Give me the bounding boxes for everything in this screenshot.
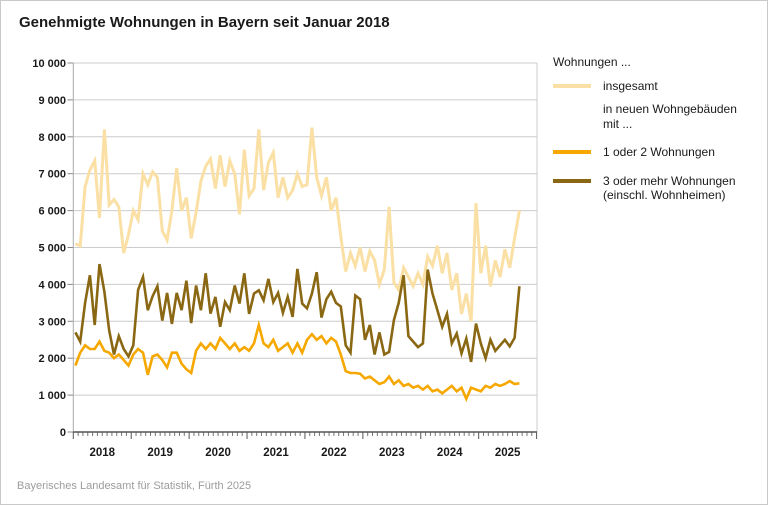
1-2-wohnungen-line-swatch: [553, 150, 591, 155]
x-axis-label: 2024: [437, 447, 463, 459]
y-axis-label: 2 000: [38, 353, 66, 365]
x-axis-label: 2020: [205, 447, 231, 459]
x-axis-label: 2019: [147, 447, 173, 459]
y-axis-label: 8 000: [38, 132, 66, 144]
legend-label-3-mehr-line2: (einschl. Wohnheimen): [603, 187, 726, 202]
series-line-3-oder-mehr-wohnungen-einschl-wohnheimen-: [74, 263, 521, 363]
series-line-insgesamt: [74, 127, 521, 322]
legend-item-1-2-wohnungen: 1 oder 2 Wohnungen: [553, 145, 758, 159]
y-axis-label: 0: [60, 427, 66, 439]
insgesamt-line-swatch: [553, 84, 591, 88]
legend-item-3-mehr-wohnungen: 3 oder mehr Wohnungen (einschl. Wohnheim…: [553, 174, 758, 203]
chart-title: Genehmigte Wohnungen in Bayern seit Janu…: [19, 14, 390, 31]
legend-subheader-line1: in neuen Wohngebäuden: [603, 102, 737, 117]
y-axis-label: 4 000: [38, 279, 66, 291]
y-axis-label: 3 000: [38, 316, 66, 328]
series-line-1-oder-2-wohnungen: [74, 319, 520, 403]
3-mehr-wohnungen-line-swatch: [553, 178, 591, 183]
y-axis-label: 10 000: [32, 58, 66, 70]
x-axis-label: 2022: [321, 447, 347, 459]
y-axis-label: 5 000: [38, 243, 66, 255]
legend-label-1-2-wohnungen: 1 oder 2 Wohnungen: [603, 145, 715, 160]
legend-label-insgesamt: insgesamt: [603, 79, 658, 93]
legend-subheader: in neuen Wohngebäuden mit ...: [553, 102, 758, 131]
x-axis-label: 2021: [263, 447, 289, 459]
legend-item-insgesamt: insgesamt: [553, 79, 758, 93]
legend-header: Wohnungen ...: [553, 55, 631, 69]
y-axis-label: 9 000: [38, 95, 66, 107]
x-axis-label: 2023: [379, 447, 405, 459]
y-axis-label: 6 000: [38, 206, 66, 218]
legend-subheader-line2: mit ...: [603, 116, 633, 131]
source-credit: Bayerisches Landesamt für Statistik, Für…: [17, 480, 252, 492]
legend: Wohnungen ... insgesamt in neuen Wohngeb…: [553, 55, 758, 211]
x-axis-label: 2025: [495, 447, 521, 459]
y-axis-label: 7 000: [38, 169, 66, 181]
y-axis-label: 1 000: [38, 390, 66, 402]
legend-label-3-mehr-line1: 3 oder mehr Wohnungen: [603, 173, 736, 188]
x-axis-label: 2018: [89, 447, 115, 459]
